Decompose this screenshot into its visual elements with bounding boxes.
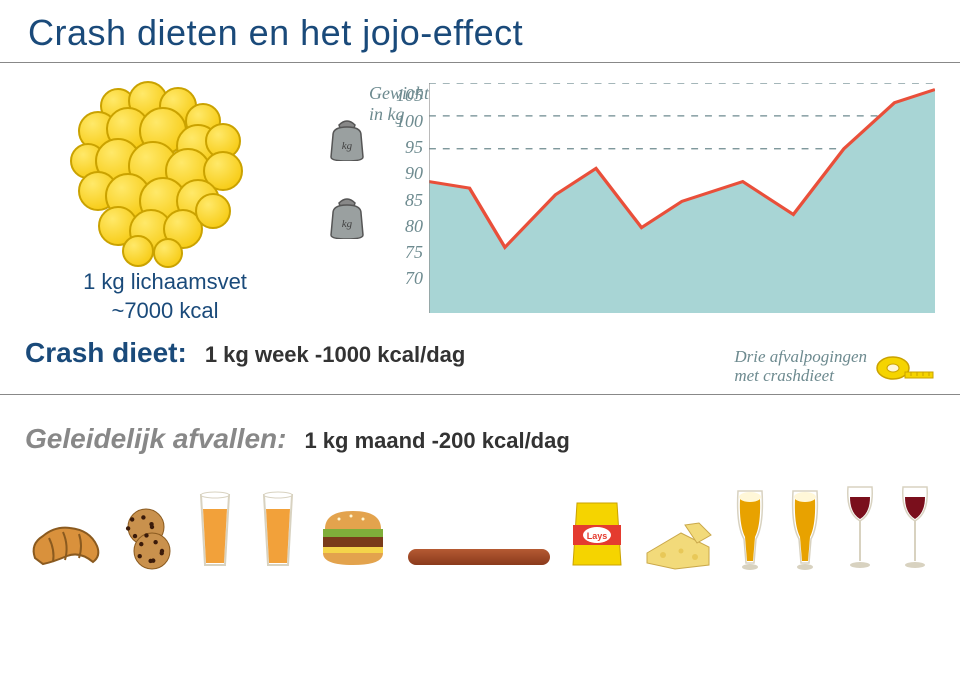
measuring-tape-icon xyxy=(875,352,935,382)
y-tick: 85 xyxy=(405,190,423,211)
svg-text:kg: kg xyxy=(342,218,353,230)
wine-glass-icon xyxy=(895,481,935,571)
weight-line-chart xyxy=(429,83,935,313)
gradual-row: Geleidelijk afvallen: 1 kg maand -200 kc… xyxy=(0,395,960,461)
crash-diet-row: Crash dieet: 1 kg week -1000 kcal/dag Dr… xyxy=(0,331,960,394)
page-title: Crash dieten en het jojo-effect xyxy=(0,0,960,63)
wine-glass-icon xyxy=(840,481,880,571)
gradual-label: Geleidelijk afvallen: xyxy=(25,423,286,455)
cookies-icon xyxy=(120,507,176,571)
juice-glass-icon xyxy=(254,489,302,571)
crash-annotation: Drie afvalpogingen met crashdieet xyxy=(734,348,935,385)
y-tick: 70 xyxy=(405,268,423,289)
crash-note-l2: met crashdieet xyxy=(734,366,834,385)
burger-icon xyxy=(317,505,389,571)
y-tick: 100 xyxy=(396,111,423,132)
fat-text: 1 kg lichaamsvet ~7000 kcal xyxy=(83,268,247,325)
fat-line1: 1 kg lichaamsvet xyxy=(83,269,247,294)
beer-glass-icon xyxy=(730,485,770,571)
crash-note-l1: Drie afvalpogingen xyxy=(734,347,867,366)
chips-bag-icon: Lays xyxy=(569,497,625,571)
svg-text:Lays: Lays xyxy=(587,531,608,541)
y-tick: 80 xyxy=(405,216,423,237)
y-tick: 105 xyxy=(396,85,423,106)
sausage-icon xyxy=(404,543,554,571)
y-tick: 95 xyxy=(405,137,423,158)
y-tick: 90 xyxy=(405,163,423,184)
fat-line2: ~7000 kcal xyxy=(111,298,218,323)
upper-row: 1 kg lichaamsvet ~7000 kcal kg kg Gewich… xyxy=(0,63,960,325)
juice-glass-icon xyxy=(191,489,239,571)
y-tick: 75 xyxy=(405,242,423,263)
food-row: Lays xyxy=(0,461,960,571)
y-axis-block: Gewichtin kg 105100959085807570 xyxy=(379,83,429,313)
svg-text:kg: kg xyxy=(342,140,353,152)
crash-label: Crash dieet: xyxy=(25,337,187,369)
beer-glass-icon xyxy=(785,485,825,571)
fat-block: 1 kg lichaamsvet ~7000 kcal xyxy=(25,83,305,325)
kettlebell-icon: kg xyxy=(325,117,369,161)
fat-cells-illustration xyxy=(73,91,258,256)
gradual-value: 1 kg maand -200 kcal/dag xyxy=(304,428,569,454)
chart-area: kg kg Gewichtin kg 105100959085807570 xyxy=(325,83,935,313)
crash-value: 1 kg week -1000 kcal/dag xyxy=(205,342,466,368)
cheese-icon xyxy=(641,513,715,571)
croissant-icon xyxy=(25,516,105,571)
kettlebell-icon: kg xyxy=(325,195,369,239)
